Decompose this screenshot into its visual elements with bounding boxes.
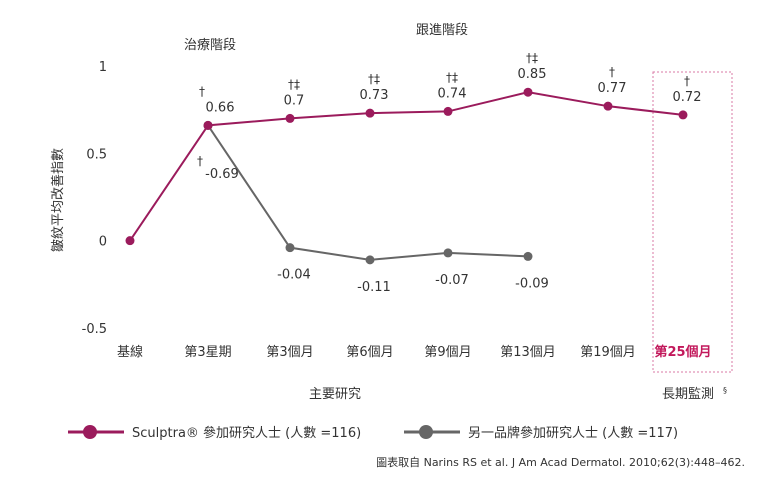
sculptra-data-point (603, 101, 613, 111)
x-tick-label: 第3個月 (266, 345, 313, 360)
comparator-value-label: -0.09 (515, 276, 549, 291)
comparator-significance-mark: † (197, 154, 203, 168)
sculptra-significance-mark: †‡ (446, 70, 458, 84)
sculptra-data-point (365, 108, 375, 118)
comparator-data-point (443, 248, 453, 258)
sculptra-significance-mark: † (609, 65, 615, 79)
legend-sculptra-marker (83, 425, 97, 439)
sculptra-significance-mark: †‡ (368, 72, 380, 86)
sculptra-data-point (125, 236, 135, 246)
sculptra-data-point (285, 113, 295, 123)
sculptra-significance-mark: † (684, 74, 690, 88)
comparator-data-point (365, 255, 375, 265)
x-tick-label: 第19個月 (580, 345, 636, 360)
x-tick-label: 第6個月 (346, 345, 393, 360)
long-term-highlight-box (652, 71, 733, 373)
sculptra-significance-mark: †‡ (526, 51, 538, 65)
comparator-data-point (285, 243, 295, 253)
x-tick-label: 基線 (117, 344, 143, 360)
legend-sculptra-label: Sculptra® 參加研究人士 (人數 =116) (132, 426, 361, 441)
sculptra-data-point (443, 106, 453, 116)
sculptra-value-label: 0.7 (284, 93, 305, 108)
y-axis-title: 皺紋平均改善指數 (50, 148, 66, 252)
sculptra-data-point (203, 120, 213, 130)
y-tick-label: 1 (99, 60, 107, 75)
phase-label-main-study: 主要研究 (309, 387, 361, 402)
x-tick-label: 第9個月 (424, 345, 471, 360)
sculptra-significance-mark: † (199, 84, 205, 98)
sculptra-series-line (129, 91, 684, 242)
comparator-value-label: -0.69 (205, 167, 239, 182)
x-tick-label: 第13個月 (500, 345, 556, 360)
phase-label-treatment: 治療階段 (184, 38, 236, 53)
legend-comparator-marker (419, 425, 433, 439)
sculptra-value-label: 0.74 (438, 86, 467, 101)
x-tick-label: 第25個月 (654, 344, 711, 360)
y-tick-label: 0 (99, 235, 107, 250)
sculptra-data-point (678, 110, 688, 120)
sculptra-value-label: 0.85 (518, 67, 547, 82)
sculptra-significance-mark: †‡ (288, 77, 300, 91)
y-tick-label: -0.5 (82, 322, 107, 337)
phase-label-long-term-mark: § (723, 386, 727, 395)
sculptra-value-label: 0.72 (673, 90, 702, 105)
comparator-value-label: -0.11 (357, 280, 391, 295)
comparator-value-label: -0.07 (435, 273, 469, 288)
sculptra-data-point (523, 87, 533, 97)
source-note: 圖表取自 Narins RS et al. J Am Acad Dermatol… (376, 455, 745, 469)
x-tick-label: 第3星期 (184, 345, 231, 360)
phase-label-followup: 跟進階段 (416, 23, 468, 38)
sculptra-value-label: 0.77 (598, 81, 627, 96)
comparator-data-point (523, 251, 533, 261)
comparator-value-label: -0.04 (277, 268, 311, 283)
phase-label-long-term: 長期監測 (662, 386, 714, 402)
y-tick-label: 0.5 (86, 147, 107, 162)
legend-comparator-label: 另一品牌參加研究人士 (人數 =117) (468, 425, 678, 441)
comparator-series-line (207, 124, 529, 261)
sculptra-value-label: 0.73 (360, 88, 389, 103)
sculptra-value-label: 0.66 (206, 100, 235, 115)
